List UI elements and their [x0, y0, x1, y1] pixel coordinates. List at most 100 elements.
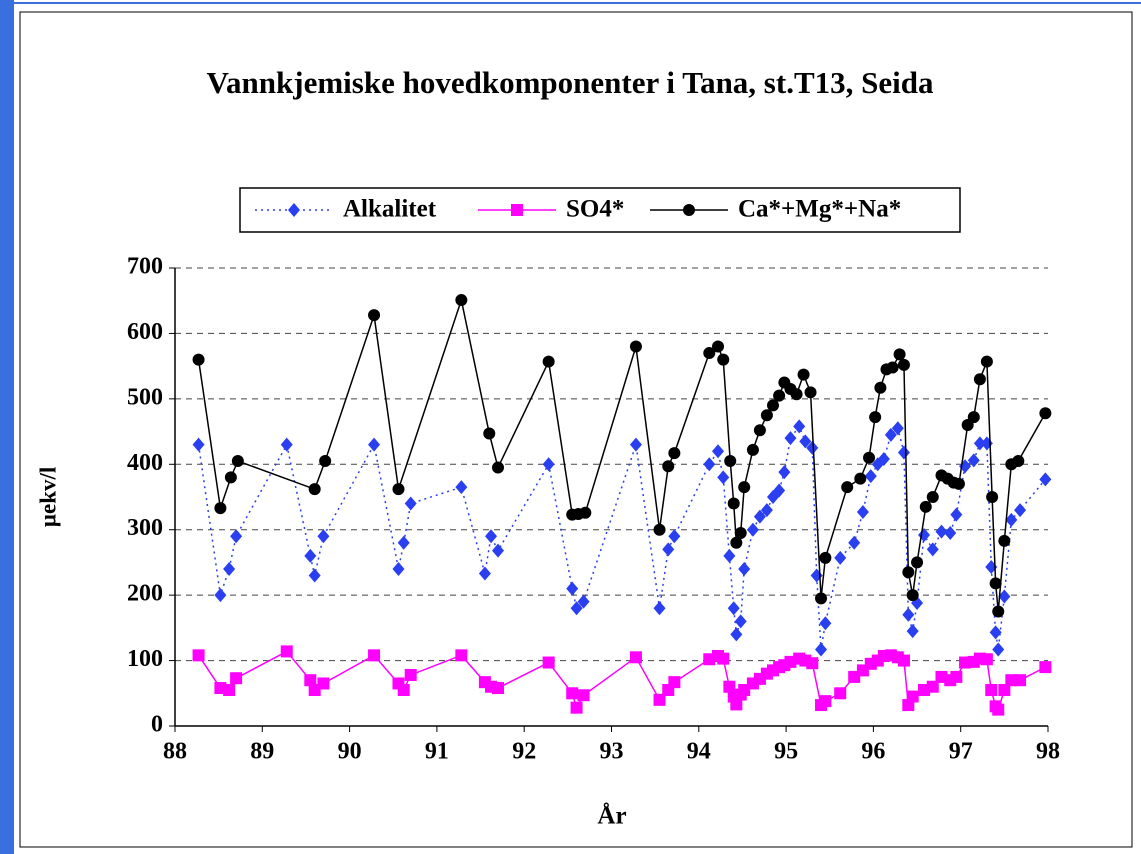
point [967, 453, 980, 468]
point [662, 460, 675, 473]
point [897, 445, 910, 460]
x-tick-label: 98 [1036, 739, 1060, 765]
point [985, 684, 998, 697]
point [214, 502, 227, 515]
point [784, 431, 797, 446]
point [973, 436, 986, 451]
point [727, 601, 740, 616]
point [455, 480, 468, 495]
point [317, 677, 330, 690]
point [906, 690, 919, 703]
point [1039, 407, 1052, 420]
point [864, 469, 877, 484]
point [230, 672, 243, 685]
point [492, 543, 505, 558]
x-tick-label: 89 [250, 739, 274, 765]
point [662, 542, 675, 557]
point [819, 616, 832, 631]
point [992, 642, 1005, 657]
point [815, 642, 828, 657]
point [668, 447, 681, 460]
x-tick-label: 97 [949, 739, 973, 765]
y-tick-label: 700 [127, 254, 163, 280]
point [566, 687, 579, 700]
point [231, 455, 244, 468]
point [886, 361, 899, 374]
point [834, 687, 847, 700]
point [841, 481, 854, 494]
point [308, 483, 321, 496]
point [793, 419, 806, 434]
point [280, 645, 293, 658]
point [404, 668, 417, 681]
point [368, 437, 381, 452]
point [863, 451, 876, 464]
point [906, 624, 919, 639]
point [723, 680, 736, 693]
y-tick-label: 100 [127, 646, 163, 672]
point [478, 566, 491, 581]
y-axis-label: µekv/l [35, 467, 60, 528]
point [280, 437, 293, 452]
point [455, 294, 468, 307]
point [856, 505, 869, 520]
x-tick-label: 91 [425, 739, 449, 765]
point [902, 607, 915, 622]
side-bar [0, 0, 14, 854]
point [629, 340, 642, 353]
point [368, 309, 381, 322]
point [998, 534, 1011, 547]
point [668, 529, 681, 544]
point [967, 411, 980, 424]
point [989, 577, 1002, 590]
point [1014, 503, 1027, 518]
point [485, 529, 498, 544]
point [760, 409, 773, 422]
y-tick-label: 600 [127, 319, 163, 345]
point [730, 627, 743, 642]
point [884, 427, 897, 442]
point [629, 437, 642, 452]
point [874, 381, 887, 394]
point [703, 457, 716, 472]
point [542, 355, 555, 368]
point [980, 653, 993, 666]
point [192, 649, 205, 662]
y-tick-label: 0 [151, 712, 163, 738]
point [727, 497, 740, 510]
point [570, 701, 583, 714]
point [919, 500, 932, 513]
point [804, 386, 817, 399]
point [577, 689, 590, 702]
point [730, 536, 743, 549]
point [926, 491, 939, 503]
point [773, 483, 786, 498]
point [753, 424, 766, 437]
point [392, 561, 405, 576]
x-tick-label: 90 [338, 739, 362, 765]
chart-title: Vannkjemiske hovedkomponenter i Tana, st… [206, 65, 934, 100]
point [723, 548, 736, 563]
point [935, 524, 948, 539]
y-tick-label: 200 [127, 581, 163, 607]
point [806, 657, 819, 670]
point [950, 507, 963, 522]
point [893, 348, 906, 361]
point [819, 551, 832, 564]
point [730, 698, 743, 711]
point [926, 542, 939, 557]
point [542, 656, 555, 669]
point [570, 601, 583, 616]
point [980, 436, 993, 451]
point [317, 529, 330, 544]
point [577, 594, 590, 609]
point [734, 526, 747, 539]
point [797, 368, 810, 381]
point [819, 695, 832, 708]
point [653, 601, 666, 616]
point [926, 680, 939, 693]
point [848, 535, 861, 550]
point [192, 437, 205, 452]
